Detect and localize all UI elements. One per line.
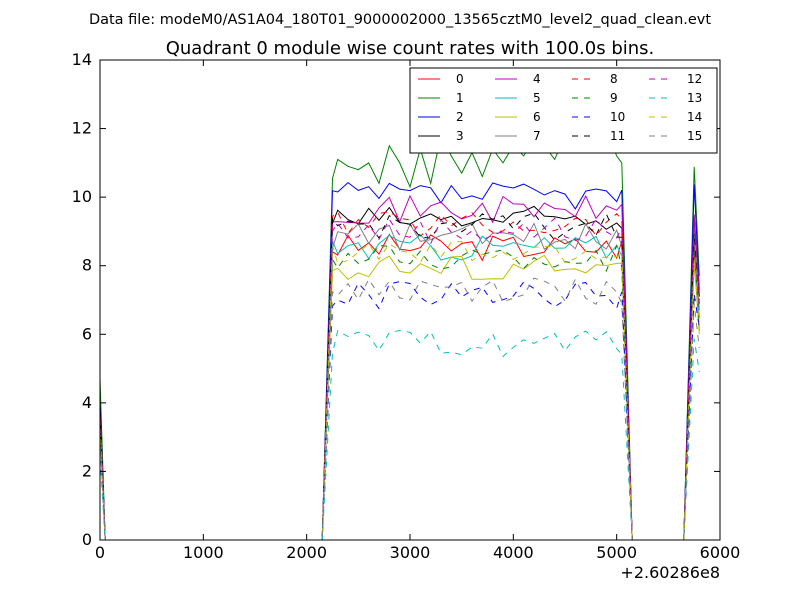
x-tick-label: 4000 [493,543,534,562]
legend-label-5: 5 [533,91,541,105]
legend-label-7: 7 [533,129,541,143]
legend-label-15: 15 [687,129,702,143]
legend-label-14: 14 [687,110,702,124]
legend-label-11: 11 [610,129,625,143]
legend-label-3: 3 [456,129,464,143]
series-line-7 [100,222,700,540]
x-tick-label: 6000 [700,543,741,562]
legend-label-4: 4 [533,72,541,86]
series-line-5 [100,234,700,540]
x-tick-label: 1000 [183,543,224,562]
y-tick-label: 10 [72,187,92,206]
y-tick-label: 4 [82,393,92,412]
y-tick-label: 12 [72,119,92,138]
x-tick-label: 2000 [286,543,327,562]
series-line-15 [100,277,700,540]
legend-label-6: 6 [533,110,541,124]
series-line-12 [100,217,700,540]
series-line-9 [100,243,700,540]
y-tick-label: 6 [82,324,92,343]
legend-label-9: 9 [610,91,618,105]
series-line-6 [100,254,700,540]
y-tick-label: 2 [82,461,92,480]
x-tick-label: 3000 [390,543,431,562]
x-tick-label: 0 [95,543,105,562]
x-tick-label: 5000 [596,543,637,562]
y-tick-label: 14 [72,50,92,69]
series-line-13 [100,329,700,540]
suptitle: Data file: modeM0/AS1A04_180T01_90000020… [89,12,711,28]
series-line-2 [100,181,700,540]
legend-label-13: 13 [687,91,702,105]
y-tick-label: 8 [82,256,92,275]
chart-title: Quadrant 0 module wise count rates with … [166,38,655,59]
series-line-4 [100,194,700,540]
series-line-8 [100,211,700,540]
series-line-14 [100,240,700,540]
legend-box [409,67,718,154]
y-tick-label: 0 [82,530,92,549]
x-offset-label: +2.60286e8 [620,563,720,582]
series-layer [100,127,700,540]
legend-label-0: 0 [456,72,464,86]
legend-label-1: 1 [456,91,464,105]
series-line-11 [100,212,700,540]
legend-label-2: 2 [456,110,464,124]
legend-label-12: 12 [687,72,702,86]
legend-label-8: 8 [610,72,618,86]
legend-label-10: 10 [610,110,625,124]
